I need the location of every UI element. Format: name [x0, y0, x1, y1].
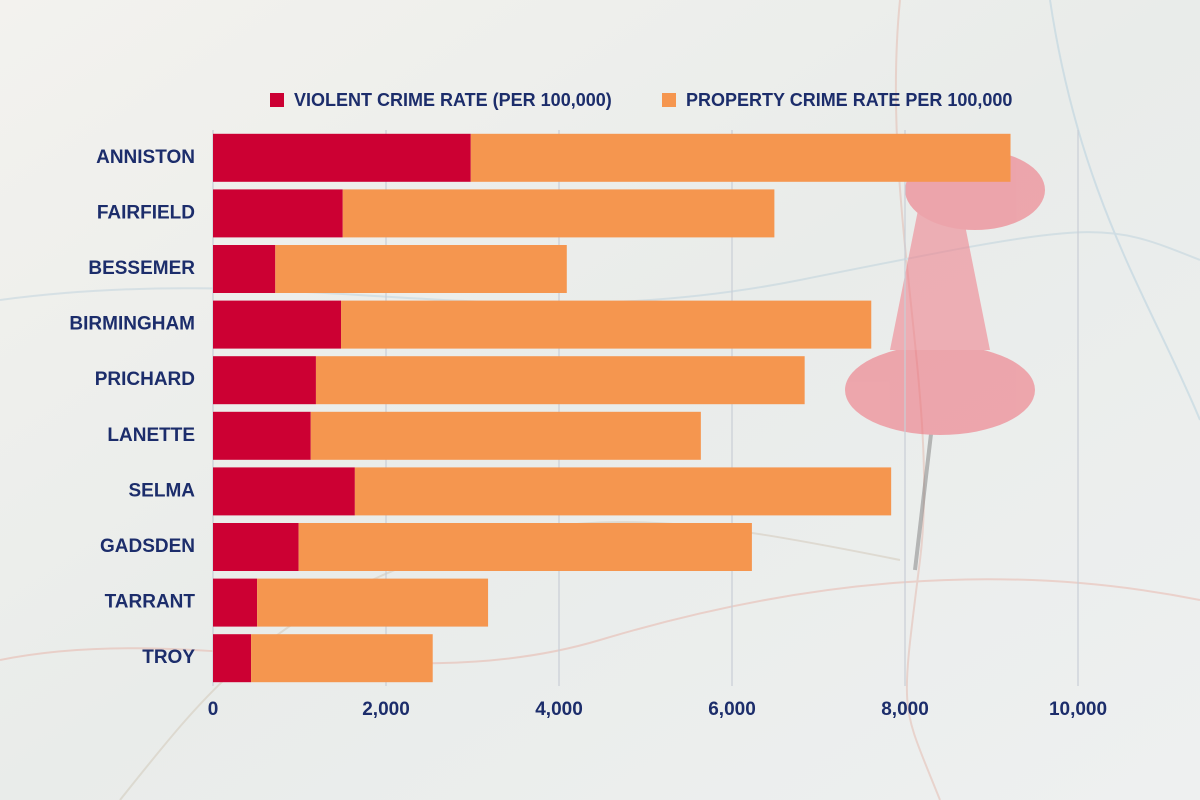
bar-segment: [342, 189, 775, 238]
x-tick-label: 2,000: [362, 699, 410, 720]
x-tick-label: 6,000: [708, 699, 756, 720]
legend-swatch: [662, 93, 676, 107]
bar-segment: [310, 411, 701, 460]
bar-segment: [470, 133, 1011, 182]
bar-segment: [354, 467, 892, 516]
y-tick-label: GADSDEN: [100, 536, 195, 557]
legend-swatch: [270, 93, 284, 107]
bar-segment: [213, 189, 343, 238]
bar-segment: [213, 245, 276, 293]
bar-segment: [298, 523, 752, 571]
y-tick-label: ANNISTON: [96, 147, 195, 168]
y-tick-label: BESSEMER: [88, 258, 195, 279]
y-tick-label: FAIRFIELD: [97, 202, 195, 223]
bar-segment: [213, 634, 252, 683]
bar-segment: [213, 578, 258, 627]
y-tick-label: LANETTE: [107, 425, 195, 446]
bar-segment: [213, 467, 355, 516]
bar-segment: [213, 300, 342, 349]
bar-segment: [213, 411, 311, 460]
legend-label: PROPERTY CRIME RATE PER 100,000: [686, 90, 1012, 110]
x-tick-label: 8,000: [881, 699, 929, 720]
y-tick-label: SELMA: [129, 480, 196, 501]
legend-label: VIOLENT CRIME RATE (PER 100,000): [294, 90, 612, 110]
y-tick-label: BIRMINGHAM: [69, 314, 195, 335]
bar-segment: [341, 300, 872, 349]
bar-segment: [315, 356, 805, 405]
bar-segment: [213, 523, 299, 571]
y-tick-label: TROY: [142, 647, 195, 668]
bar-segment: [213, 133, 471, 182]
x-tick-label: 4,000: [535, 699, 583, 720]
y-tick-label: PRICHARD: [95, 369, 195, 390]
plot-area: 0 2,000 4,000 6,000 8,000 10,000 ANNISTON FAIRF…: [69, 90, 1107, 720]
bar-segment: [257, 578, 489, 627]
x-tick-label: 10,000: [1049, 699, 1107, 720]
bar-segment: [275, 245, 567, 293]
bar-segment: [251, 634, 433, 683]
y-tick-label: TARRANT: [105, 592, 196, 613]
bar-segment: [213, 356, 316, 405]
x-tick-label: 0: [208, 699, 219, 720]
